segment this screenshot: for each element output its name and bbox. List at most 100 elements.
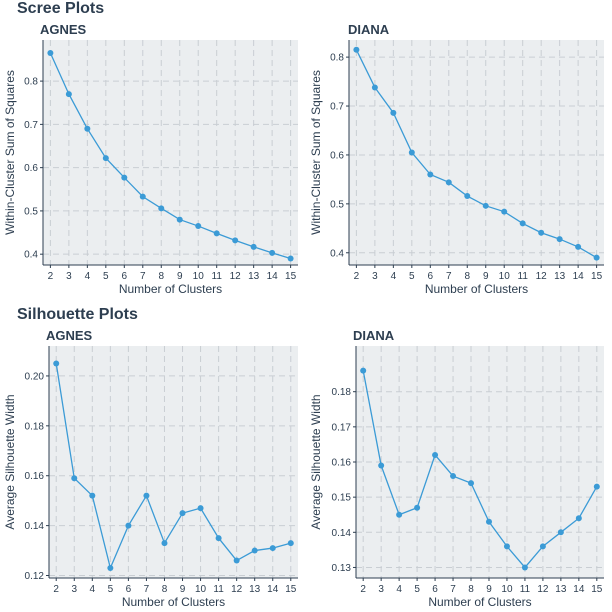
y-tick-label: 0.7: [24, 120, 38, 131]
x-tick-label: 6: [126, 584, 132, 595]
data-point: [53, 360, 60, 367]
series-line: [355, 49, 597, 259]
x-tick-label: 12: [537, 584, 549, 595]
y-tick-label: 0.8: [330, 53, 344, 64]
y-axis-label: Average Silhouette Width: [3, 394, 17, 529]
x-tick-label: 6: [122, 271, 128, 282]
x-tick-label: 15: [285, 271, 297, 282]
data-point: [468, 480, 475, 487]
x-tick-label: 8: [158, 271, 164, 282]
x-tick-label: 13: [248, 271, 260, 282]
x-tick-label: 4: [391, 271, 397, 282]
y-axis-label: Average Silhouette Width: [309, 394, 323, 529]
data-point: [482, 202, 489, 209]
data-point: [232, 237, 239, 244]
plot-background: [43, 40, 298, 265]
data-point: [269, 249, 276, 256]
data-point: [575, 515, 582, 522]
plot-background: [349, 40, 604, 265]
y-tick-label: 0.8: [24, 77, 38, 88]
data-point: [414, 504, 421, 511]
y-tick-label: 0.14: [25, 521, 45, 532]
scree-plots-heading: Scree Plots: [17, 0, 105, 17]
x-tick-label: 4: [85, 271, 91, 282]
data-point: [445, 179, 452, 186]
data-point: [158, 205, 165, 212]
x-tick-label: 2: [360, 584, 366, 595]
x-tick-label: 13: [249, 584, 261, 595]
data-point: [432, 451, 439, 458]
data-point: [107, 565, 114, 572]
y-tick-label: 0.5: [330, 199, 344, 210]
x-tick-label: 4: [90, 584, 96, 595]
chart-title: AGNES: [40, 22, 87, 37]
data-point: [71, 475, 78, 482]
chart-title: AGNES: [46, 328, 93, 343]
data-point: [287, 540, 294, 547]
data-point: [427, 171, 434, 178]
x-tick-label: 10: [499, 271, 511, 282]
y-tick-label: 0.20: [25, 371, 45, 382]
x-tick-label: 12: [230, 271, 242, 282]
x-tick-label: 13: [554, 271, 566, 282]
chart-svg: 0.13 0.14 0.15 0.16 0.17 0.18 2 3 4 5 6 7 8 9 10 11 12 13…: [309, 346, 604, 609]
x-tick-label: 14: [573, 584, 585, 595]
x-tick-label: 9: [486, 584, 492, 595]
x-tick-label: 6: [428, 271, 434, 282]
x-tick-label: 3: [372, 271, 378, 282]
series-line: [362, 370, 598, 569]
data-point: [378, 462, 385, 469]
data-point: [503, 543, 510, 550]
data-point: [125, 522, 132, 529]
x-tick-label: 7: [140, 271, 146, 282]
data-point: [556, 236, 563, 243]
data-point: [47, 49, 54, 56]
x-tick-label: 10: [501, 584, 513, 595]
x-tick-label: 11: [213, 584, 224, 595]
data-point: [371, 84, 378, 91]
x-tick-label: 3: [71, 584, 77, 595]
data-point: [89, 492, 96, 499]
data-point: [197, 505, 204, 512]
x-tick-label: 3: [66, 271, 72, 282]
chart-agnes-silhouette: AGNES 0.12 0.14 0.16 0.18 0.20 2 3 4 5 6 7 8 9 10 11 12…: [0, 306, 306, 612]
data-point: [287, 255, 294, 262]
chart-svg: 0.4 0.5 0.6 0.7 0.8 2 3 4 5 6 7 8 9 10 11 12 13 14 15 Numbe…: [309, 40, 604, 296]
x-tick-label: 10: [195, 584, 207, 595]
data-point: [213, 230, 220, 237]
y-tick-label: 0.14: [332, 528, 352, 539]
data-point: [195, 223, 202, 230]
x-tick-label: 5: [108, 584, 114, 595]
x-tick-label: 9: [180, 584, 186, 595]
y-tick-label: 0.5: [24, 206, 38, 217]
data-point: [557, 529, 564, 536]
data-point: [593, 254, 600, 261]
x-tick-label: 14: [573, 271, 585, 282]
data-point: [538, 229, 545, 236]
data-point: [450, 473, 457, 480]
data-point: [176, 216, 183, 223]
x-axis-label: Number of Clusters: [119, 282, 222, 296]
x-tick-label: 2: [53, 584, 59, 595]
x-tick-label: 8: [468, 584, 474, 595]
data-point: [161, 540, 168, 547]
chart-agnes-scree: AGNES 0.4 0.5 0.6 0.7 0.8 2 3 4 5 6 7 8 9 10 11 12 13 14 1…: [0, 0, 306, 306]
x-tick-label: 15: [591, 584, 603, 595]
series-line: [55, 363, 291, 571]
data-point: [519, 220, 526, 227]
x-tick-label: 12: [536, 271, 548, 282]
chart-svg: 0.12 0.14 0.16 0.18 0.20 2 3 4 5 6 7 8 9 10 11 12 13 14 15…: [3, 346, 298, 609]
x-tick-label: 12: [231, 584, 243, 595]
y-tick-label: 0.6: [24, 163, 38, 174]
data-point: [215, 535, 222, 542]
x-tick-label: 9: [483, 271, 489, 282]
data-point: [353, 46, 360, 53]
chart-title: DIANA: [348, 22, 390, 37]
data-point: [360, 367, 367, 374]
chart-title: DIANA: [353, 328, 395, 343]
x-tick-label: 11: [212, 271, 223, 282]
plot-background: [49, 346, 298, 578]
x-tick-label: 11: [520, 584, 531, 595]
x-tick-label: 10: [193, 271, 205, 282]
data-point: [65, 91, 72, 98]
